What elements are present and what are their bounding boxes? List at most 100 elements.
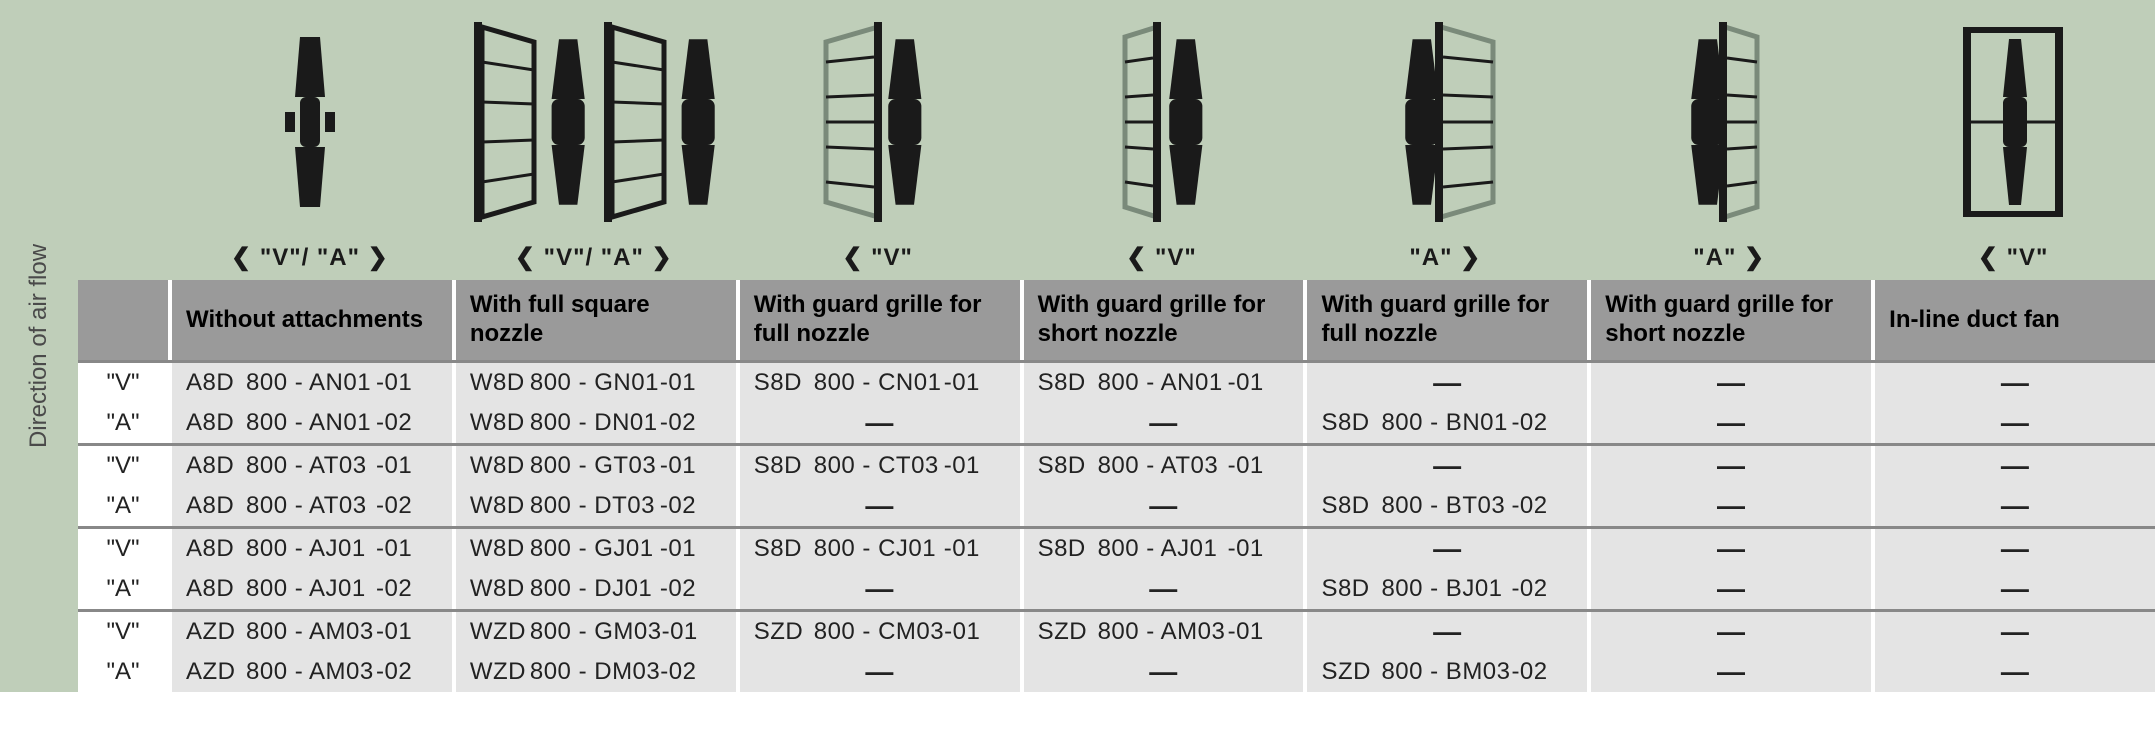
fan-grille-short-a-icon <box>1654 0 1804 243</box>
data-cell: — <box>1871 652 2155 692</box>
data-cell: AZD800 - AM03-01 <box>168 612 452 652</box>
icon-cell-grille-full-a: "A" ❯ <box>1303 0 1587 280</box>
row-type-label: "V" <box>78 529 168 569</box>
data-cell: — <box>1871 569 2155 609</box>
data-cell: — <box>1871 363 2155 403</box>
data-cell: — <box>1303 363 1587 403</box>
data-cell: W8D800 - DN01-02 <box>452 403 736 443</box>
column-header: Without attachments <box>168 280 452 360</box>
row-type-label: "V" <box>78 363 168 403</box>
row-type-label: "A" <box>78 652 168 692</box>
data-cell: W8D800 - DT03-02 <box>452 486 736 526</box>
data-cell: WZD800 - GM03-01 <box>452 612 736 652</box>
data-cell: — <box>1587 569 1871 609</box>
arrow-label: ❮ "V" <box>1126 243 1197 272</box>
row-label-spacer <box>78 0 168 280</box>
data-cell: S8D800 - CT03-01 <box>736 446 1020 486</box>
data-cell: — <box>736 569 1020 609</box>
data-cell: — <box>1020 652 1304 692</box>
icon-cell-grille-short-v: ❮ "V" <box>1020 0 1304 280</box>
fan-plain-icon <box>255 0 365 243</box>
data-cell: S8D800 - BJ01-02 <box>1303 569 1587 609</box>
data-cell: — <box>1871 486 2155 526</box>
column-header: With guard grille for full nozzle <box>1303 280 1587 360</box>
icon-header-row: ❮ "V"/ "A" ❯ <box>78 0 2155 280</box>
fan-grille-full-a-icon <box>1370 0 1520 243</box>
icon-cell-full-nozzle: ❮ "V"/ "A" ❯ <box>452 0 736 280</box>
icon-cell-grille-short-a: "A" ❯ <box>1587 0 1871 280</box>
table-row: "A"AZD800 - AM03-02WZD800 - DM03-02——SZD… <box>78 652 2155 692</box>
data-cell: — <box>1871 529 2155 569</box>
data-cell: A8D800 - AN01-01 <box>168 363 452 403</box>
data-cell: — <box>1303 612 1587 652</box>
row-type-label: "A" <box>78 486 168 526</box>
arrow-label: ❮ "V"/ "A" ❯ <box>231 243 389 272</box>
data-cell: S8D800 - AJ01-01 <box>1020 529 1304 569</box>
data-cell: S8D800 - BN01-02 <box>1303 403 1587 443</box>
data-cell: A8D800 - AT03-02 <box>168 486 452 526</box>
data-body: "V"A8D800 - AN01-01W8D800 - GN01-01S8D80… <box>78 360 2155 692</box>
data-cell: — <box>1303 529 1587 569</box>
data-cell: — <box>1871 612 2155 652</box>
arrow-label: ❮ "V"/ "A" ❯ <box>515 243 673 272</box>
data-cell: — <box>1587 363 1871 403</box>
row-type-label: "A" <box>78 569 168 609</box>
column-header: With guard grille for full nozzle <box>736 280 1020 360</box>
data-cell: — <box>1587 529 1871 569</box>
table-row: "V"A8D800 - AT03-01W8D800 - GT03-01S8D80… <box>78 446 2155 486</box>
row-type-label: "V" <box>78 446 168 486</box>
data-cell: W8D800 - GN01-01 <box>452 363 736 403</box>
data-cell: W8D800 - GJ01-01 <box>452 529 736 569</box>
arrow-label: "A" ❯ <box>1409 243 1481 272</box>
data-cell: — <box>1587 612 1871 652</box>
data-cell: — <box>1871 446 2155 486</box>
table-row: "A"A8D800 - AN01-02W8D800 - DN01-02——S8D… <box>78 403 2155 443</box>
data-cell: W8D800 - DJ01-02 <box>452 569 736 609</box>
fan-inline-duct-icon <box>1948 0 2078 243</box>
table-container: Direction of air flow <box>0 0 2155 692</box>
data-group: "V"A8D800 - AJ01-01W8D800 - GJ01-01S8D80… <box>78 526 2155 609</box>
row-type-label: "A" <box>78 403 168 443</box>
table-row: "A"A8D800 - AT03-02W8D800 - DT03-02——S8D… <box>78 486 2155 526</box>
side-label-text: Direction of air flow <box>25 244 53 448</box>
data-group: "V"A8D800 - AN01-01W8D800 - GN01-01S8D80… <box>78 360 2155 443</box>
data-cell: — <box>736 652 1020 692</box>
data-group: "V"A8D800 - AT03-01W8D800 - GT03-01S8D80… <box>78 443 2155 526</box>
data-cell: S8D800 - CN01-01 <box>736 363 1020 403</box>
arrow-label: "A" ❯ <box>1693 243 1765 272</box>
data-cell: — <box>1587 403 1871 443</box>
data-cell: AZD800 - AM03-02 <box>168 652 452 692</box>
row-type-label: "V" <box>78 612 168 652</box>
column-header: With guard grille for short nozzle <box>1020 280 1304 360</box>
data-cell: A8D800 - AN01-02 <box>168 403 452 443</box>
fan-full-nozzle-icon <box>464 0 724 243</box>
data-cell: A8D800 - AT03-01 <box>168 446 452 486</box>
data-cell: — <box>1020 403 1304 443</box>
data-cell: — <box>1020 569 1304 609</box>
airflow-direction-label: Direction of air flow <box>0 0 78 692</box>
data-cell: A8D800 - AJ01-02 <box>168 569 452 609</box>
data-cell: S8D800 - AT03-01 <box>1020 446 1304 486</box>
fan-grille-full-v-icon <box>803 0 953 243</box>
table-row: "V"A8D800 - AJ01-01W8D800 - GJ01-01S8D80… <box>78 529 2155 569</box>
main-content: ❮ "V"/ "A" ❯ <box>78 0 2155 692</box>
data-cell: SZD800 - AM03-01 <box>1020 612 1304 652</box>
icon-cell-without-attachments: ❮ "V"/ "A" ❯ <box>168 0 452 280</box>
data-cell: — <box>1871 403 2155 443</box>
data-cell: A8D800 - AJ01-01 <box>168 529 452 569</box>
data-cell: — <box>1020 486 1304 526</box>
column-header: With guard grille for short nozzle <box>1587 280 1871 360</box>
data-cell: S8D800 - AN01-01 <box>1020 363 1304 403</box>
data-cell: — <box>1587 486 1871 526</box>
data-cell: W8D800 - GT03-01 <box>452 446 736 486</box>
row-label-spacer <box>78 280 168 360</box>
data-cell: — <box>1587 652 1871 692</box>
data-cell: S8D800 - CJ01-01 <box>736 529 1020 569</box>
fan-grille-short-v-icon <box>1087 0 1237 243</box>
data-cell: — <box>736 486 1020 526</box>
data-cell: SZD800 - BM03-02 <box>1303 652 1587 692</box>
data-cell: — <box>736 403 1020 443</box>
table-row: "V"A8D800 - AN01-01W8D800 - GN01-01S8D80… <box>78 363 2155 403</box>
table-row: "A"A8D800 - AJ01-02W8D800 - DJ01-02——S8D… <box>78 569 2155 609</box>
data-cell: S8D800 - BT03-02 <box>1303 486 1587 526</box>
